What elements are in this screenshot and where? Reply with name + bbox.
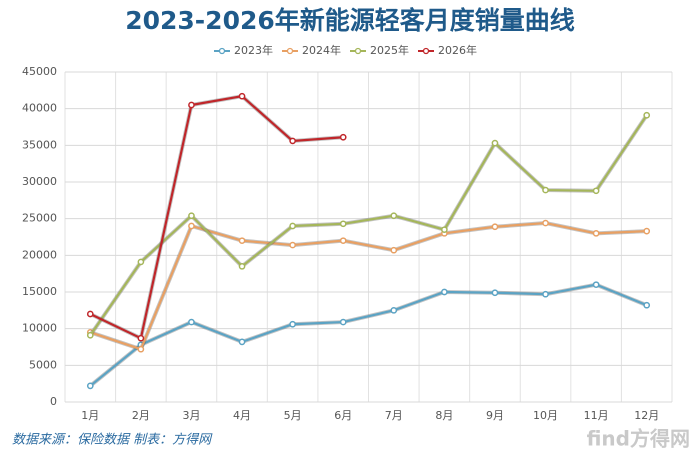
point bbox=[238, 237, 246, 245]
watermark: find方得网 bbox=[587, 427, 690, 451]
point bbox=[542, 219, 549, 227]
point bbox=[491, 289, 499, 297]
point bbox=[643, 227, 651, 235]
point bbox=[339, 133, 347, 141]
x-tick-label: 12月 bbox=[634, 409, 659, 422]
point bbox=[289, 241, 296, 249]
point bbox=[188, 101, 195, 109]
point bbox=[491, 223, 499, 231]
y-tick-label: 40000 bbox=[22, 102, 57, 115]
series-line bbox=[89, 95, 344, 340]
x-tick-label: 6月 bbox=[334, 409, 352, 422]
point bbox=[542, 186, 549, 194]
series-line bbox=[89, 283, 648, 387]
point bbox=[289, 137, 296, 145]
point bbox=[441, 288, 448, 296]
x-tick-label: 8月 bbox=[435, 409, 453, 422]
point bbox=[238, 92, 246, 100]
x-tick-label: 5月 bbox=[284, 409, 302, 422]
point bbox=[491, 139, 499, 147]
series-line bbox=[89, 114, 648, 336]
chart-title: 2023-2026年新能源轻客月度销量曲线 bbox=[125, 6, 575, 35]
point bbox=[643, 111, 651, 119]
legend-label: 2025年 bbox=[370, 43, 409, 57]
x-tick-label: 10月 bbox=[533, 409, 558, 422]
y-tick-label: 0 bbox=[50, 395, 57, 408]
point bbox=[592, 281, 600, 289]
y-tick-label: 25000 bbox=[22, 212, 57, 225]
y-tick-label: 10000 bbox=[22, 322, 57, 335]
y-tick-label: 20000 bbox=[22, 248, 57, 261]
point bbox=[390, 212, 398, 220]
point bbox=[643, 301, 651, 309]
point bbox=[86, 310, 94, 318]
legend-marker bbox=[354, 47, 362, 55]
y-tick-label: 45000 bbox=[22, 65, 57, 78]
y-tick-label: 35000 bbox=[22, 138, 57, 151]
legend-marker bbox=[422, 47, 430, 55]
point bbox=[441, 226, 448, 234]
point bbox=[542, 290, 549, 298]
x-tick-label: 3月 bbox=[182, 409, 200, 422]
x-tick-label: 9月 bbox=[486, 409, 504, 422]
legend-label: 2024年 bbox=[302, 43, 341, 57]
point bbox=[86, 382, 94, 390]
point bbox=[592, 187, 600, 195]
point bbox=[390, 246, 398, 254]
x-tick-label: 4月 bbox=[233, 409, 251, 422]
x-tick-label: 7月 bbox=[385, 409, 403, 422]
x-tick-label: 2月 bbox=[132, 409, 150, 422]
x-tick-label: 1月 bbox=[81, 409, 99, 422]
point bbox=[339, 220, 347, 228]
y-tick-label: 5000 bbox=[29, 358, 57, 371]
point bbox=[188, 212, 195, 220]
point bbox=[188, 222, 195, 230]
point bbox=[339, 318, 347, 326]
point bbox=[238, 338, 246, 346]
y-tick-label: 30000 bbox=[22, 175, 57, 188]
point bbox=[137, 345, 145, 353]
x-tick-label: 11月 bbox=[584, 409, 609, 422]
point bbox=[86, 331, 94, 339]
series-line bbox=[89, 221, 647, 351]
point bbox=[188, 318, 195, 326]
point bbox=[137, 334, 145, 342]
legend-marker bbox=[218, 47, 226, 55]
point bbox=[339, 237, 347, 245]
point bbox=[137, 258, 145, 266]
point bbox=[289, 320, 296, 328]
point bbox=[289, 222, 296, 230]
point bbox=[238, 262, 246, 270]
legend-marker bbox=[286, 47, 294, 55]
legend-label: 2023年 bbox=[234, 43, 273, 57]
point bbox=[390, 306, 398, 314]
point bbox=[592, 229, 600, 237]
y-tick-label: 15000 bbox=[22, 285, 57, 298]
legend-label: 2026年 bbox=[438, 43, 477, 57]
source-note: 数据来源：保险数据 制表：方得网 bbox=[12, 432, 213, 448]
